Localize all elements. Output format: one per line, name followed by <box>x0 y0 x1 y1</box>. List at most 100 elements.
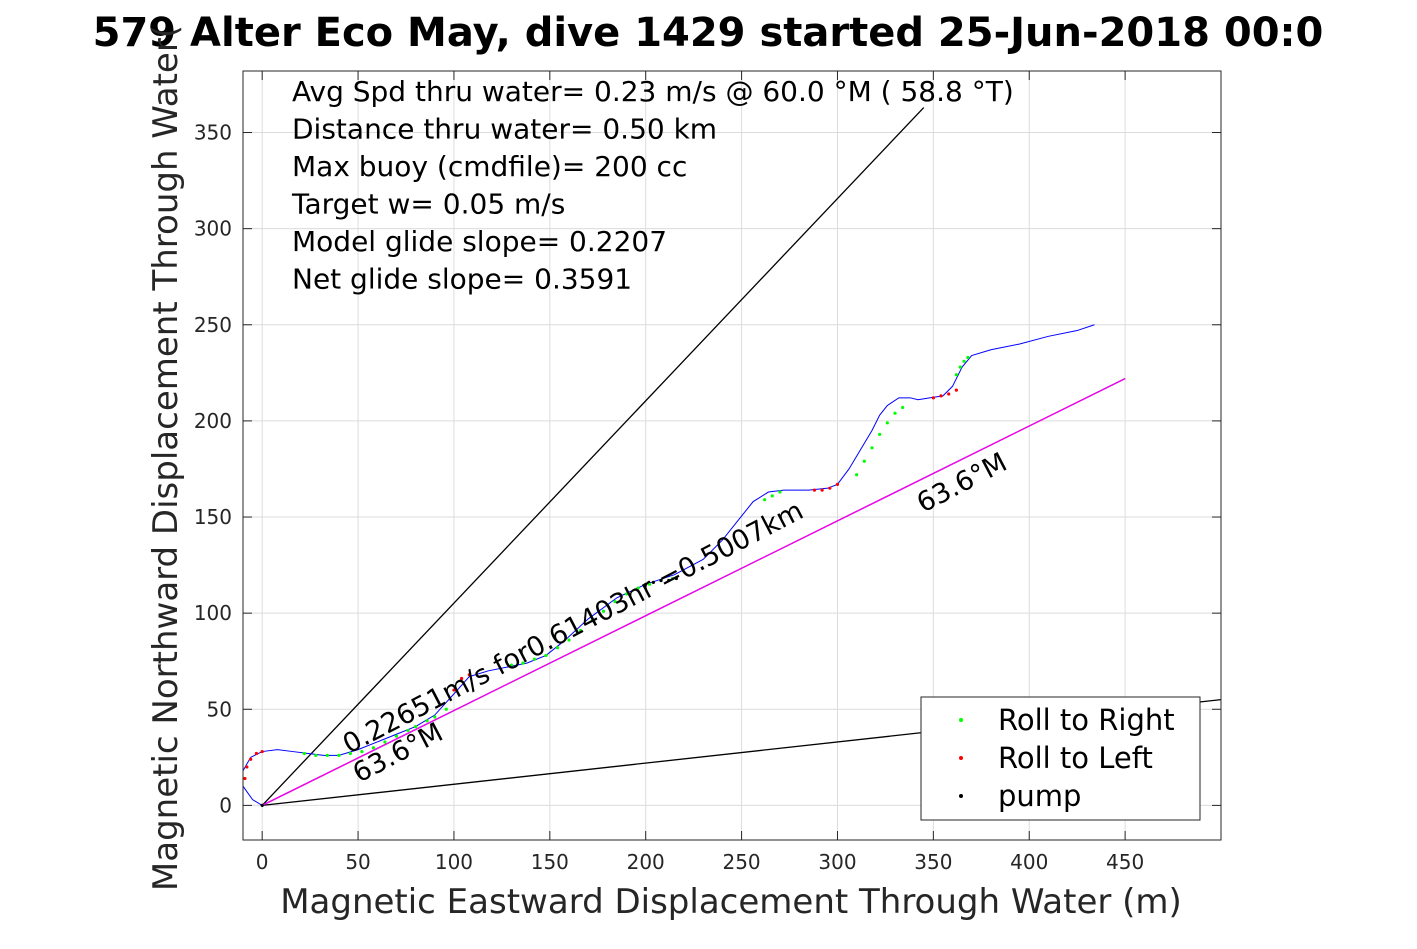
stats-line: Distance thru water= 0.50 km <box>292 113 717 146</box>
roll-right-marker <box>425 719 429 723</box>
legend: Roll to Right Roll to Left pump <box>920 696 1201 821</box>
roll-left-marker <box>954 388 958 392</box>
roll-right-marker <box>601 609 606 613</box>
pump-marker <box>667 578 671 583</box>
roll-right-marker <box>954 373 958 377</box>
roll-right-marker <box>555 646 560 650</box>
roll-left-marker <box>452 688 456 692</box>
heading-label-far: 63.6°M <box>912 447 1012 519</box>
roll-left-marker <box>835 482 840 486</box>
stats-line: Target w= 0.05 m/s <box>291 188 565 221</box>
roll-left-marker <box>939 394 943 398</box>
legend-marker <box>959 718 963 722</box>
legend-label: Roll to Right <box>998 703 1175 737</box>
roll-right-marker <box>770 494 774 498</box>
roll-right-marker <box>636 586 640 590</box>
roll-right-marker <box>532 657 537 661</box>
roll-right-marker <box>893 411 897 415</box>
x-axis-label: Magnetic Eastward Displacement Through W… <box>280 882 1182 922</box>
heading-line <box>261 378 1126 806</box>
roll-right-marker <box>406 728 410 733</box>
pump-marker <box>659 578 663 583</box>
roll-left-marker <box>467 673 471 677</box>
x-tick-label: 300 <box>818 850 856 874</box>
pump-marker <box>260 803 264 807</box>
stats-line: Model glide slope= 0.2207 <box>292 225 667 258</box>
roll-right-marker <box>567 638 571 642</box>
roll-right-marker <box>348 751 352 756</box>
roll-left-marker <box>931 396 935 400</box>
heading-line-path <box>261 378 1126 806</box>
roll-right-marker <box>509 663 514 667</box>
x-tick-label: 350 <box>914 850 952 874</box>
stats-line: Avg Spd thru water= 0.23 m/s @ 60.0 °M (… <box>292 75 1014 108</box>
legend-marker <box>959 794 963 798</box>
roll-right-marker <box>325 753 329 758</box>
x-tick-label: 0 <box>256 850 269 874</box>
roll-left-marker <box>243 776 247 781</box>
y-tick-label: 200 <box>194 409 232 433</box>
legend-marker <box>959 756 963 760</box>
pump-marker <box>674 576 678 581</box>
roll-right-marker <box>855 473 859 477</box>
track-line <box>242 324 1095 806</box>
y-tick-label: 300 <box>194 217 232 241</box>
pump-marker <box>651 580 655 584</box>
x-tick-label: 250 <box>722 850 760 874</box>
legend-label: Roll to Left <box>998 741 1153 775</box>
y-tick-label: 250 <box>194 313 232 337</box>
y-tick-label: 0 <box>219 793 232 817</box>
roll-left-marker <box>820 488 824 492</box>
x-tick-label: 200 <box>627 850 665 874</box>
roll-right-marker <box>413 724 418 729</box>
y-tick-label: 50 <box>207 697 232 721</box>
grid-layer <box>243 71 1221 840</box>
chart-title: 579 Alter Eco May, dive 1429 started 25-… <box>93 10 1324 56</box>
x-tick-label: 100 <box>435 850 473 874</box>
roll-left-marker <box>254 751 259 756</box>
roll-right-marker <box>870 446 874 450</box>
event-markers <box>243 355 970 807</box>
roll-left-marker <box>947 392 951 396</box>
roll-right-marker <box>314 753 318 758</box>
roll-right-marker <box>624 592 629 596</box>
roll-right-marker <box>521 661 525 665</box>
reference-line <box>261 107 925 806</box>
roll-right-marker <box>901 405 905 410</box>
roll-left-marker <box>245 765 249 769</box>
track-path <box>242 324 1095 806</box>
y-axis-label: Magnetic Northward Displacement Through … <box>146 25 186 891</box>
roll-right-marker <box>544 653 548 658</box>
x-tick-label: 50 <box>345 850 370 874</box>
roll-right-marker <box>360 749 364 754</box>
roll-right-marker <box>590 619 594 623</box>
y-tick-label: 100 <box>194 601 232 625</box>
roll-right-marker <box>763 498 767 502</box>
legend-box <box>920 696 1201 821</box>
stats-line: Net glide slope= 0.3591 <box>292 263 632 296</box>
roll-right-marker <box>444 707 448 711</box>
x-tick-label: 450 <box>1106 850 1144 874</box>
roll-right-marker <box>613 600 617 604</box>
roll-right-marker <box>962 359 966 363</box>
y-tick-label: 350 <box>194 121 232 145</box>
roll-right-marker <box>337 753 341 758</box>
roll-right-marker <box>966 355 970 360</box>
axis-ticks: 0 50 100 150 200 250 300 350 400 450 0 50 100 150 200 2… <box>194 71 1221 874</box>
roll-right-marker <box>670 576 675 581</box>
stats-line: Max buoy (cmdfile)= 200 cc <box>292 150 687 183</box>
roll-right-marker <box>862 459 866 463</box>
y-tick-label: 150 <box>194 505 232 529</box>
roll-right-marker <box>302 751 306 756</box>
roll-left-marker <box>812 488 817 492</box>
x-tick-label: 150 <box>531 850 569 874</box>
track-summary-label: 0.22651m/s for0.61403hr =0.5007km <box>338 495 809 760</box>
roll-right-marker <box>778 490 782 494</box>
roll-right-marker <box>371 746 375 750</box>
roll-right-marker <box>383 740 387 744</box>
pump-marker <box>644 582 648 586</box>
roll-right-marker <box>578 628 583 633</box>
roll-right-marker <box>878 432 882 436</box>
